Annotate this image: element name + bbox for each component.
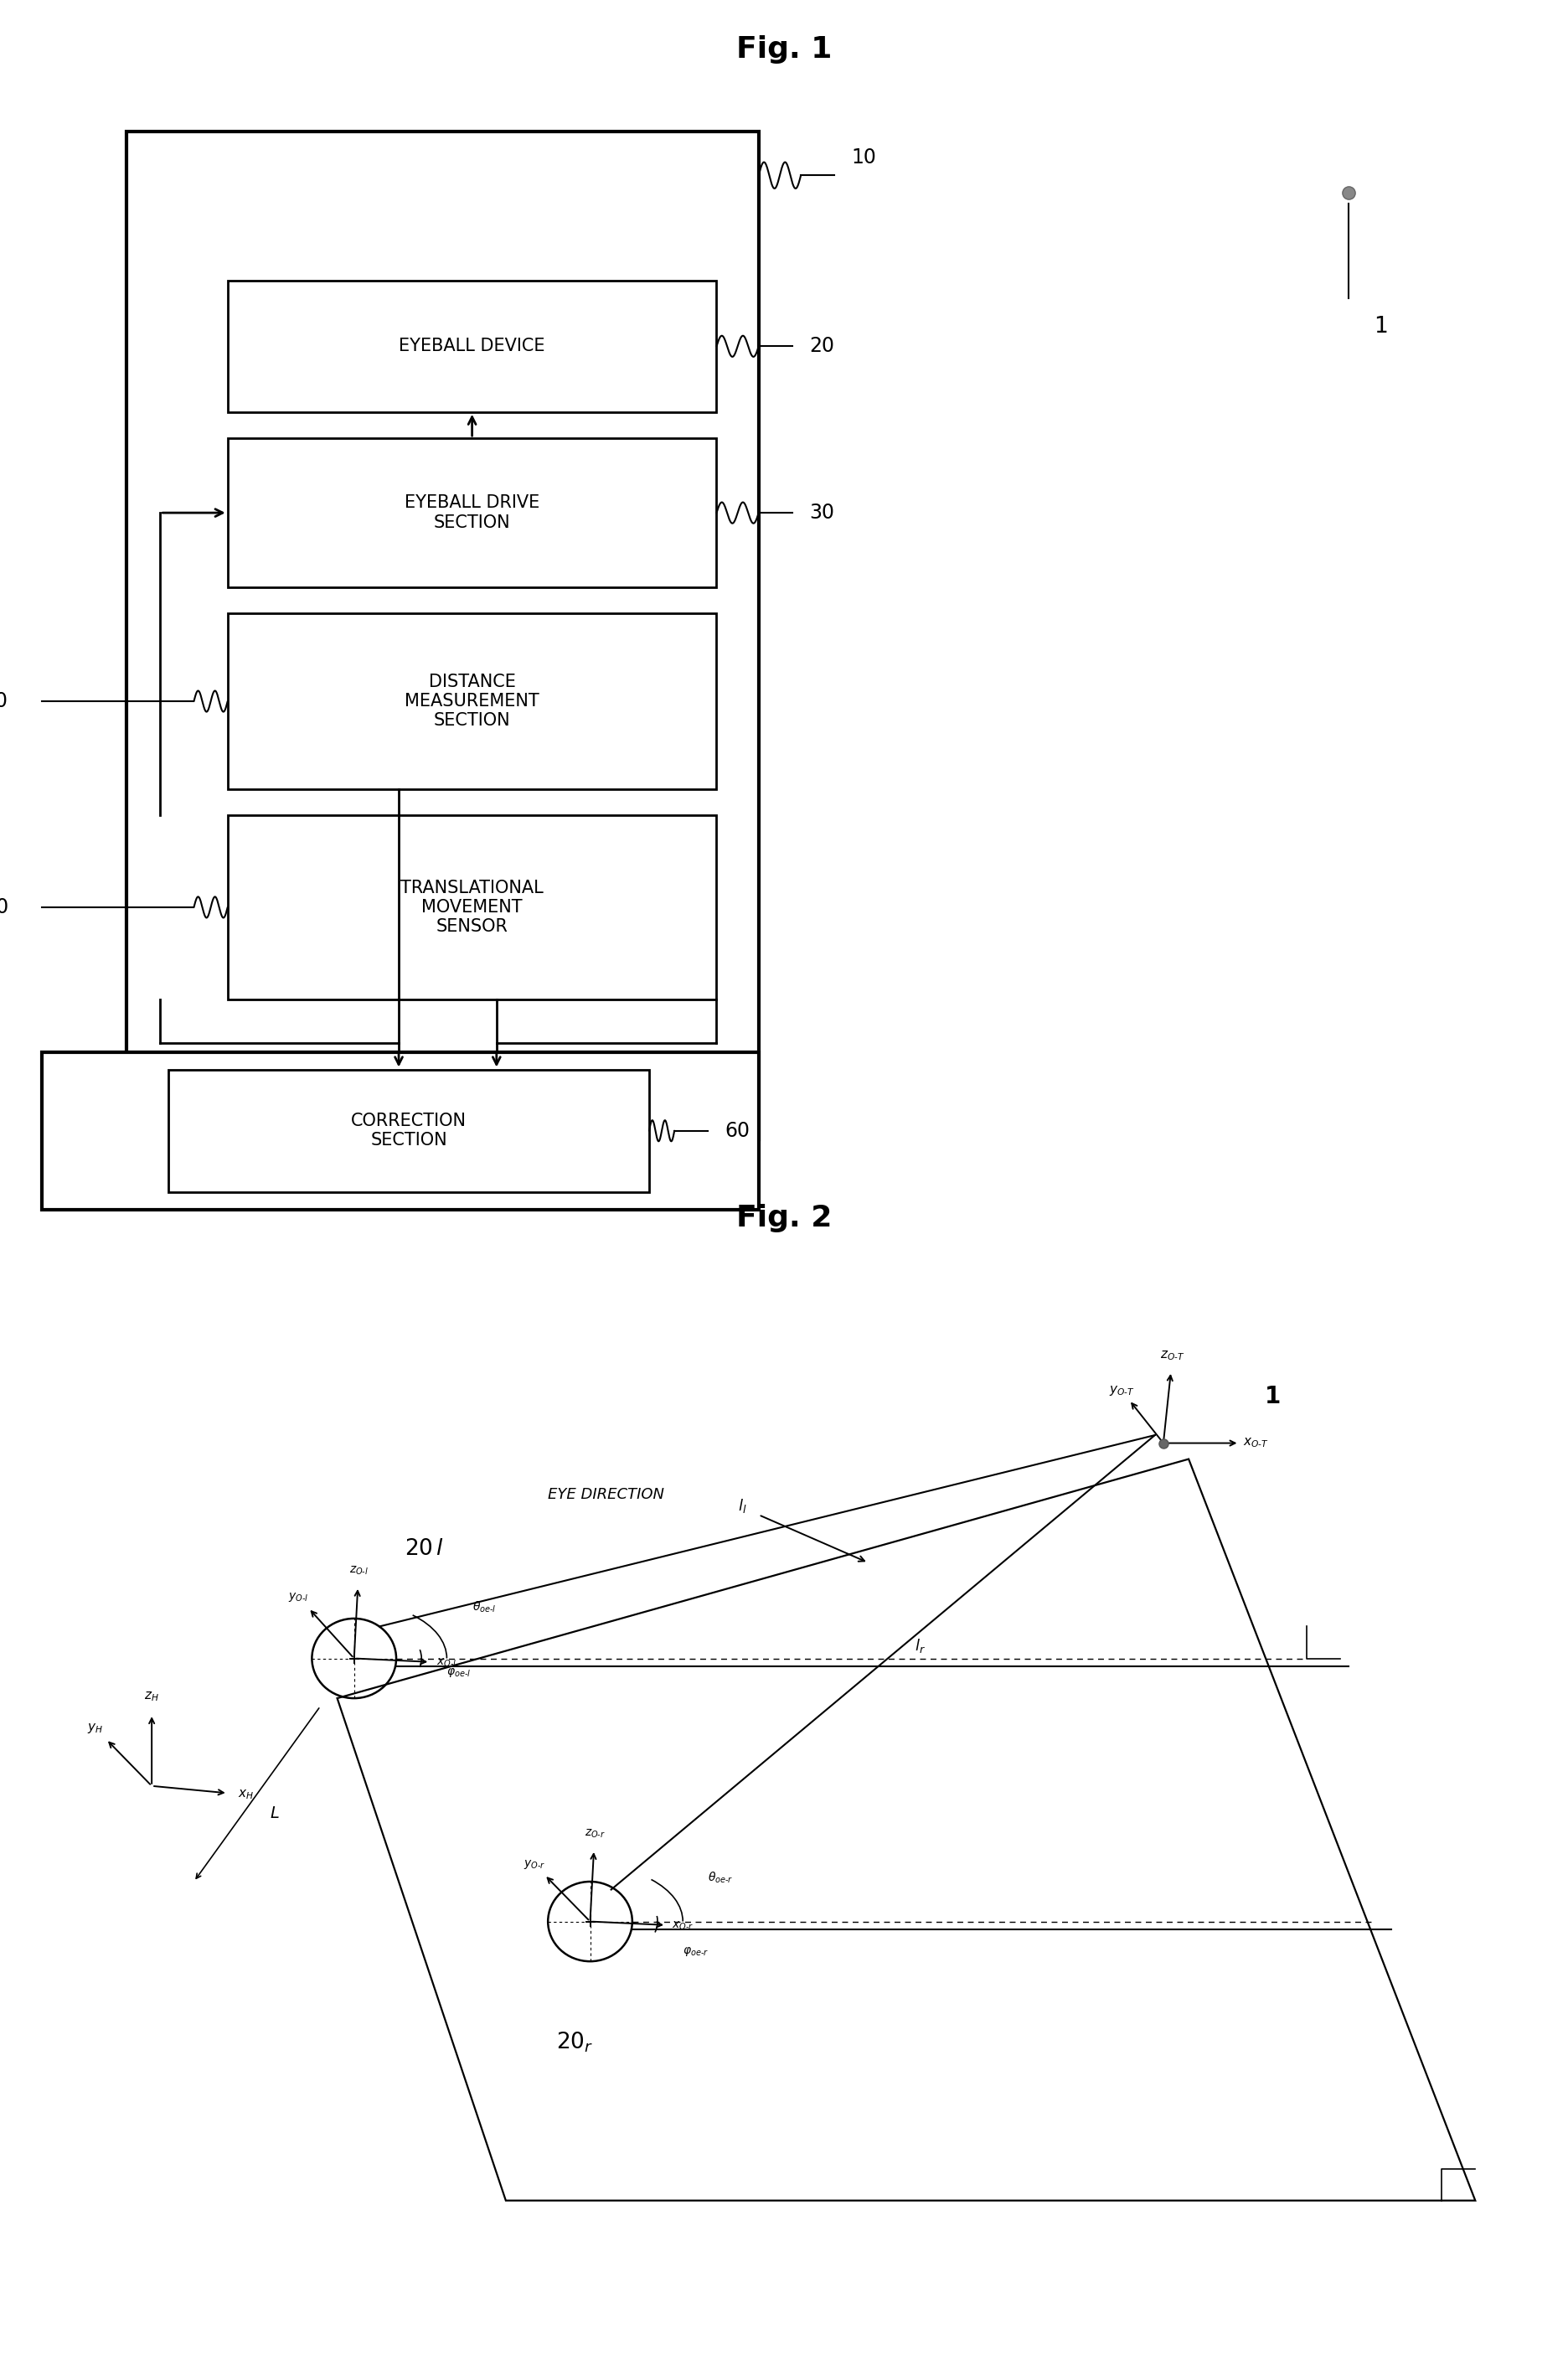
Text: $y_{O\text{-}l}$: $y_{O\text{-}l}$ bbox=[289, 1591, 309, 1602]
Text: CORRECTION
SECTION: CORRECTION SECTION bbox=[351, 1112, 467, 1149]
Text: Fig. 2: Fig. 2 bbox=[735, 1204, 833, 1232]
Text: DISTANCE
MEASUREMENT
SECTION: DISTANCE MEASUREMENT SECTION bbox=[405, 673, 539, 729]
Bar bbox=[127, 132, 759, 1140]
Text: $20\,l$: $20\,l$ bbox=[405, 1539, 444, 1560]
Text: 60: 60 bbox=[724, 1121, 750, 1140]
Text: $x_H$: $x_H$ bbox=[238, 1789, 254, 1801]
Text: $y_{O\text{-}T}$: $y_{O\text{-}T}$ bbox=[1109, 1383, 1135, 1397]
Text: $x_{O\text{-}r}$: $x_{O\text{-}r}$ bbox=[671, 1919, 693, 1933]
Text: $z_H$: $z_H$ bbox=[144, 1690, 160, 1704]
Text: $x_{O\text{-}l}$: $x_{O\text{-}l}$ bbox=[436, 1657, 456, 1669]
Text: EYEBALL DRIVE
SECTION: EYEBALL DRIVE SECTION bbox=[405, 496, 539, 531]
Text: 1: 1 bbox=[1264, 1385, 1281, 1409]
Text: $\theta_{oe\text{-}l}$: $\theta_{oe\text{-}l}$ bbox=[472, 1600, 495, 1614]
Bar bbox=[169, 1069, 649, 1192]
Text: 20: 20 bbox=[809, 335, 834, 356]
Text: $y_H$: $y_H$ bbox=[88, 1720, 103, 1735]
Text: $z_{O\text{-}r}$: $z_{O\text{-}r}$ bbox=[585, 1827, 605, 1841]
Text: TRANSLATIONAL
MOVEMENT
SENSOR: TRANSLATIONAL MOVEMENT SENSOR bbox=[400, 880, 544, 935]
Text: $z_{O\text{-}l}$: $z_{O\text{-}l}$ bbox=[350, 1565, 368, 1576]
Text: Fig. 1: Fig. 1 bbox=[735, 35, 833, 64]
Text: 1: 1 bbox=[1374, 316, 1388, 337]
Text: $\varphi_{oe\text{-}l}$: $\varphi_{oe\text{-}l}$ bbox=[447, 1666, 472, 1678]
Text: EYEBALL DEVICE: EYEBALL DEVICE bbox=[398, 337, 546, 354]
Text: $x_{O\text{-}T}$: $x_{O\text{-}T}$ bbox=[1243, 1437, 1269, 1449]
Bar bbox=[227, 814, 717, 998]
Text: $20_r$: $20_r$ bbox=[557, 2030, 594, 2056]
Bar bbox=[227, 439, 717, 588]
Text: $l_r$: $l_r$ bbox=[914, 1638, 925, 1654]
Bar bbox=[227, 614, 717, 788]
Bar bbox=[42, 1053, 759, 1211]
Text: $l_l$: $l_l$ bbox=[737, 1499, 746, 1515]
Text: $y_{O\text{-}r}$: $y_{O\text{-}r}$ bbox=[524, 1857, 546, 1871]
Text: $z_{O\text{-}T}$: $z_{O\text{-}T}$ bbox=[1160, 1350, 1185, 1362]
Text: 30: 30 bbox=[809, 503, 834, 524]
Bar bbox=[227, 281, 717, 413]
Text: 10: 10 bbox=[851, 149, 877, 168]
Text: $\varphi_{oe\text{-}r}$: $\varphi_{oe\text{-}r}$ bbox=[682, 1945, 709, 1956]
Text: $\theta_{oe\text{-}r}$: $\theta_{oe\text{-}r}$ bbox=[709, 1871, 734, 1886]
Text: 50: 50 bbox=[0, 897, 8, 918]
Text: EYE DIRECTION: EYE DIRECTION bbox=[547, 1487, 665, 1503]
Text: 40: 40 bbox=[0, 691, 8, 710]
Text: $L$: $L$ bbox=[270, 1805, 279, 1822]
